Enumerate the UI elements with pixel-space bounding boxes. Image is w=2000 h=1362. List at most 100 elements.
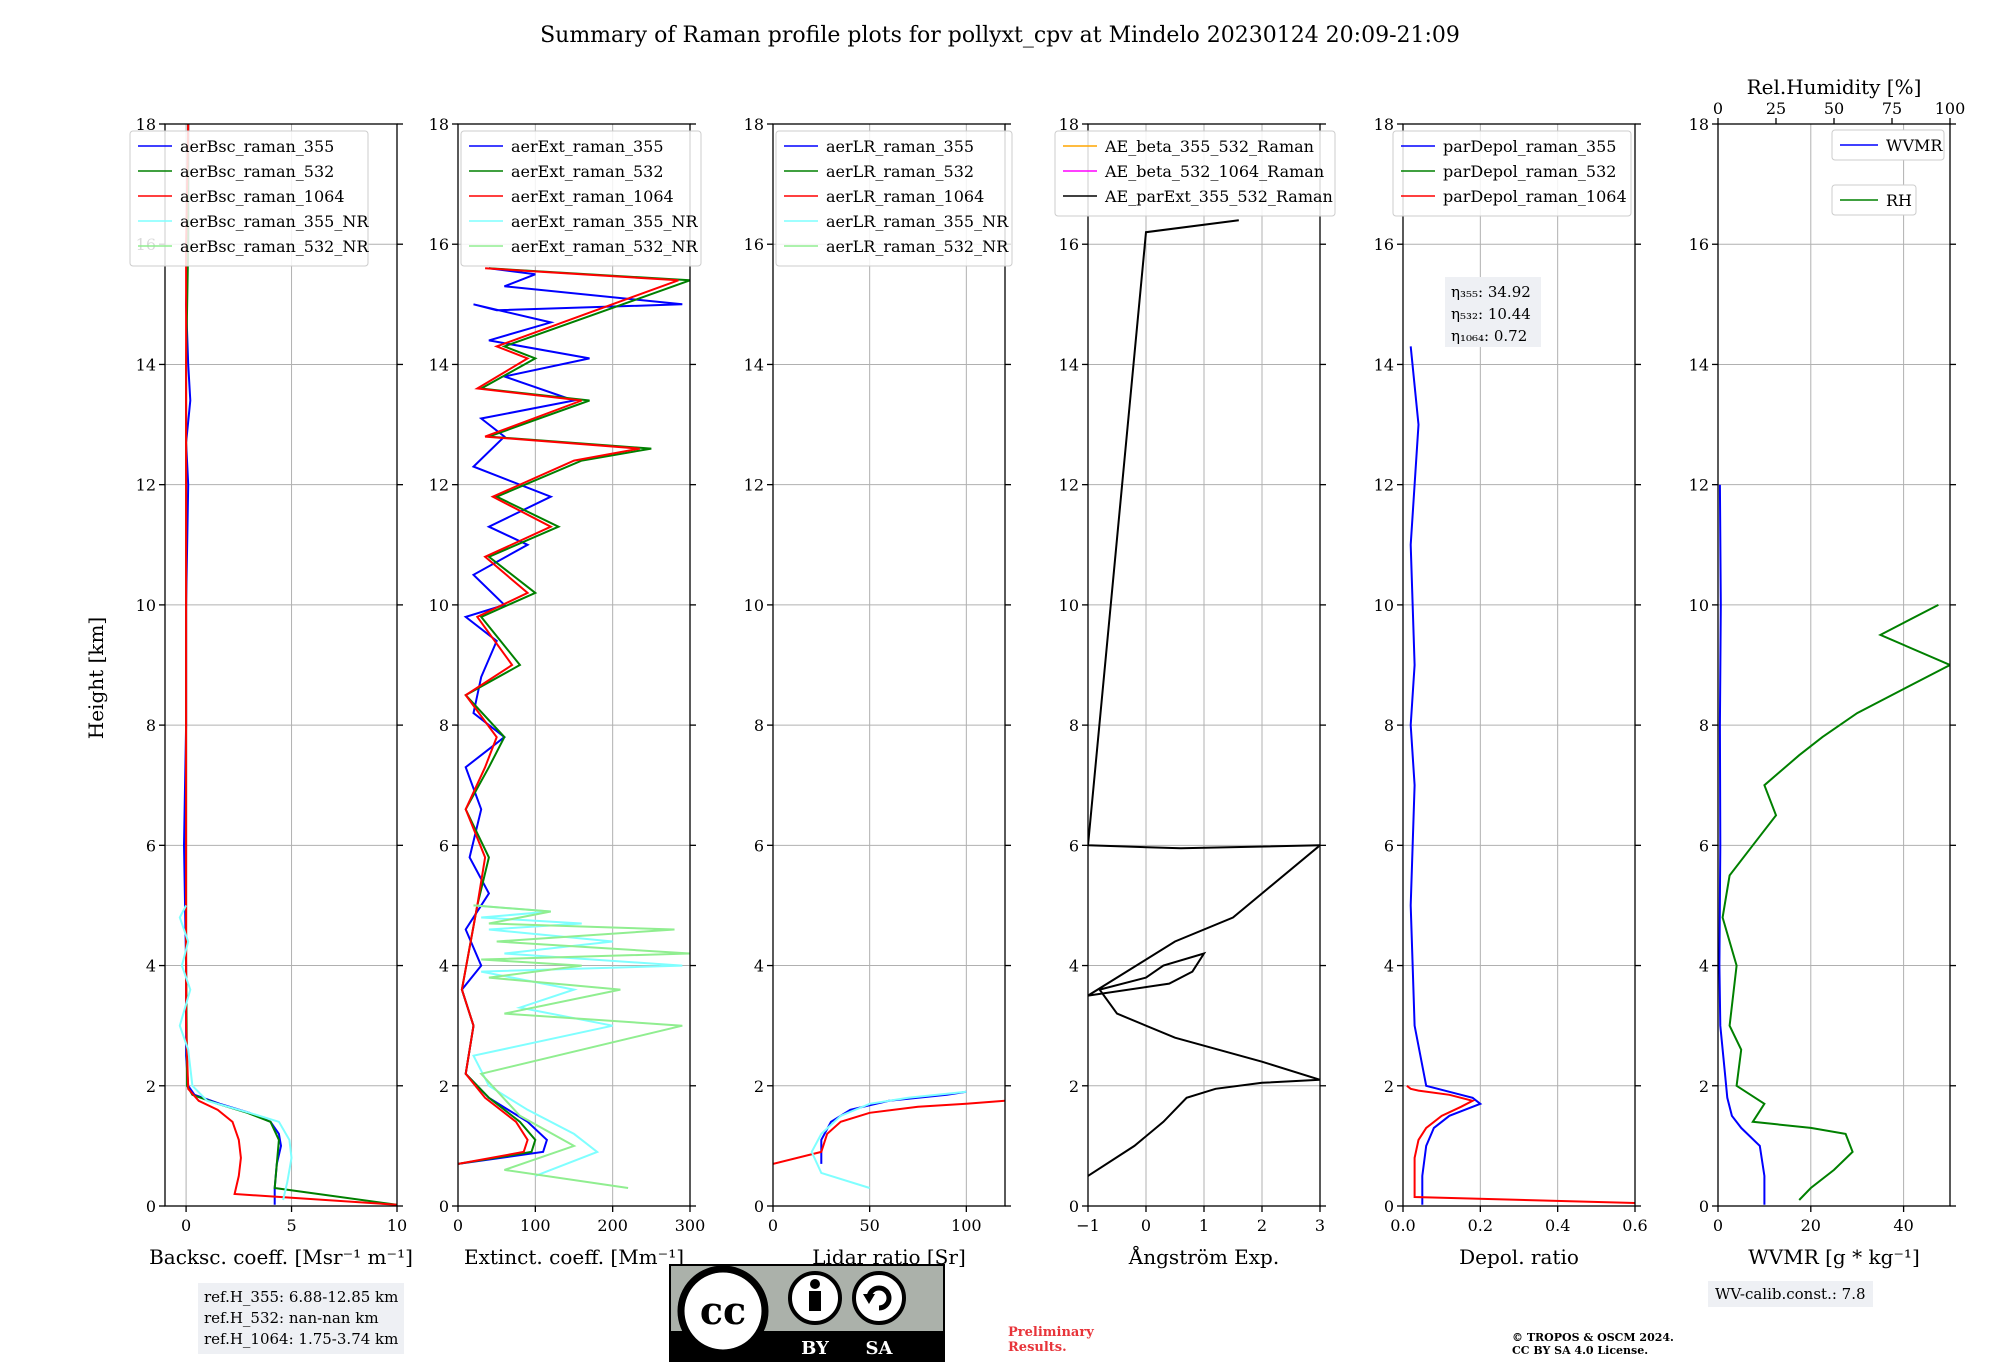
x-tick-label: 2 [1257,1216,1267,1235]
y-tick-label: 2 [146,1077,156,1096]
legend-label: aerBsc_raman_532_NR [180,237,369,256]
wv-calibration-box: WV-calib.const.: 7.8 [1708,1281,1873,1307]
series-line-aerLR_raman_355 [820,1090,967,1164]
legend: aerExt_raman_355 aerExt_raman_532 aerExt_r… [460,130,702,267]
y-tick-label: 6 [1699,836,1709,855]
legend-label: aerLR_raman_532_NR [826,237,1009,256]
ref-height-532: ref.H_532: nan-nan km [204,1309,379,1327]
series-line-aerBsc_raman_355 [182,124,283,1205]
x-tick-label: 5 [286,1216,296,1235]
y-tick-label: 16 [1059,235,1079,254]
y-tick-label: 18 [136,115,156,134]
legend-label: aerBsc_raman_355 [180,137,334,156]
top-x-axis-label: Rel.Humidity [%] [1747,75,1922,99]
annotation-box [1445,277,1541,347]
ref-height-1064: ref.H_1064: 1.75-3.74 km [204,1330,399,1348]
axes-frame [457,123,691,1207]
legend-label: aerBsc_raman_532 [180,162,334,181]
depol-eta-annotation: η₃₅₅: 34.92 η₅₃₂: 10.44 η₁₀₆₄: 0.72 [1445,277,1541,347]
legend-label: parDepol_raman_355 [1443,137,1616,156]
x-tick-label: 0 [1141,1216,1151,1235]
legend-label: aerBsc_raman_355_NR [180,212,369,231]
y-tick-label: 4 [1699,957,1709,976]
legend-label: AE_beta_355_532_Raman [1104,137,1314,156]
axes-frame [1402,123,1636,1207]
y-tick-label: 12 [429,476,449,495]
x-tick-label: 0 [768,1216,778,1235]
y-tick-label: 16 [744,235,764,254]
y-tick-label: 10 [1374,596,1394,615]
x-axis-label: Ångström Exp. [1128,1244,1279,1269]
x-tick-label: 0.6 [1622,1216,1647,1235]
series-group [458,267,690,1189]
preliminary-note: Preliminary Results. [1008,1325,1094,1355]
y-tick-label: 8 [1069,716,1079,735]
legend-label: aerExt_raman_1064 [511,187,674,206]
y-tick-label: 18 [429,115,449,134]
annotation-line: η₁₀₆₄: 0.72 [1451,327,1527,345]
y-tick-label: 10 [744,596,764,615]
x-tick-label: 200 [597,1216,628,1235]
series-line-aerExt_raman_1064 [458,267,679,1165]
y-tick-label: 16 [1374,235,1394,254]
series-line-aerExt_raman_355 [458,267,683,1165]
legend-label: aerLR_raman_532 [826,162,974,181]
y-tick-label: 14 [744,355,764,374]
panels-group: 0246810121416180510Backsc. coeff. [Msr⁻¹… [129,75,1965,1269]
y-tick-label: 10 [429,596,449,615]
y-tick-label: 10 [1059,596,1079,615]
series-group [1088,219,1320,1177]
legend-label: AE_beta_532_1064_Raman [1104,162,1324,181]
annotation-line: η₅₃₂: 10.44 [1451,305,1531,323]
preliminary-line-1: Preliminary [1008,1325,1094,1340]
y-tick-label: 2 [754,1077,764,1096]
series-line-aerBsc_raman_1064 [185,124,397,1206]
y-tick-label: 6 [439,836,449,855]
x-axis-label: WVMR [g * kg⁻¹] [1748,1245,1920,1269]
legend-label: parDepol_raman_532 [1443,162,1616,181]
copyright-line-2: CC BY SA 4.0 License. [1512,1344,1649,1357]
y-tick-label: 18 [1059,115,1079,134]
x-tick-label: 0 [181,1216,191,1235]
legend-label: aerLR_raman_1064 [826,187,984,206]
y-tick-label: 6 [754,836,764,855]
y-tick-label: 18 [1689,115,1709,134]
x-tick-label: 0.2 [1468,1216,1493,1235]
y-tick-label: 14 [1689,355,1709,374]
x-tick-label: 100 [951,1216,982,1235]
y-tick-label: 8 [754,716,764,735]
legend-label: aerExt_raman_532 [511,162,664,181]
series-line-aerLR_raman_1064 [773,1099,1005,1165]
ref-height-355: ref.H_355: 6.88-12.85 km [204,1288,399,1306]
series-line-RH [1721,604,1950,1201]
top-x-tick-label: 50 [1824,99,1844,118]
reference-height-box: ref.H_355: 6.88-12.85 km ref.H_532: nan-… [198,1283,405,1354]
legend: aerLR_raman_355 aerLR_raman_532 aerLR_rama… [775,130,1013,267]
y-tick-label: 14 [1059,355,1079,374]
series-group [773,1090,1005,1189]
y-tick-label: 8 [439,716,449,735]
x-tick-label: 300 [675,1216,706,1235]
legend-label: AE_parExt_355_532_Raman [1104,187,1333,206]
top-x-tick-label: 25 [1766,99,1786,118]
axes-frame [772,123,1006,1207]
y-tick-label: 6 [1069,836,1079,855]
y-tick-label: 12 [1689,476,1709,495]
y-tick-label: 16 [429,235,449,254]
annotation-line: η₃₅₅: 34.92 [1451,283,1531,301]
y-tick-label: 2 [1069,1077,1079,1096]
y-tick-label: 2 [439,1077,449,1096]
legend-label: aerExt_raman_532_NR [511,237,699,256]
legend: parDepol_raman_355 parDepol_raman_532 parD… [1392,130,1632,217]
panel-bsc: 0246810121416180510Backsc. coeff. [Msr⁻¹… [129,115,413,1269]
x-tick-label: 0.4 [1545,1216,1570,1235]
x-tick-label: 100 [520,1216,551,1235]
series-line-WVMR [1718,484,1766,1205]
y-tick-label: 8 [1384,716,1394,735]
y-tick-label: 0 [1069,1197,1079,1216]
legend-label: aerLR_raman_355_NR [826,212,1009,231]
y-tick-label: 12 [1374,476,1394,495]
series-group [1718,484,1950,1205]
x-tick-label: 3 [1315,1216,1325,1235]
svg-text:cc: cc [700,1288,746,1333]
